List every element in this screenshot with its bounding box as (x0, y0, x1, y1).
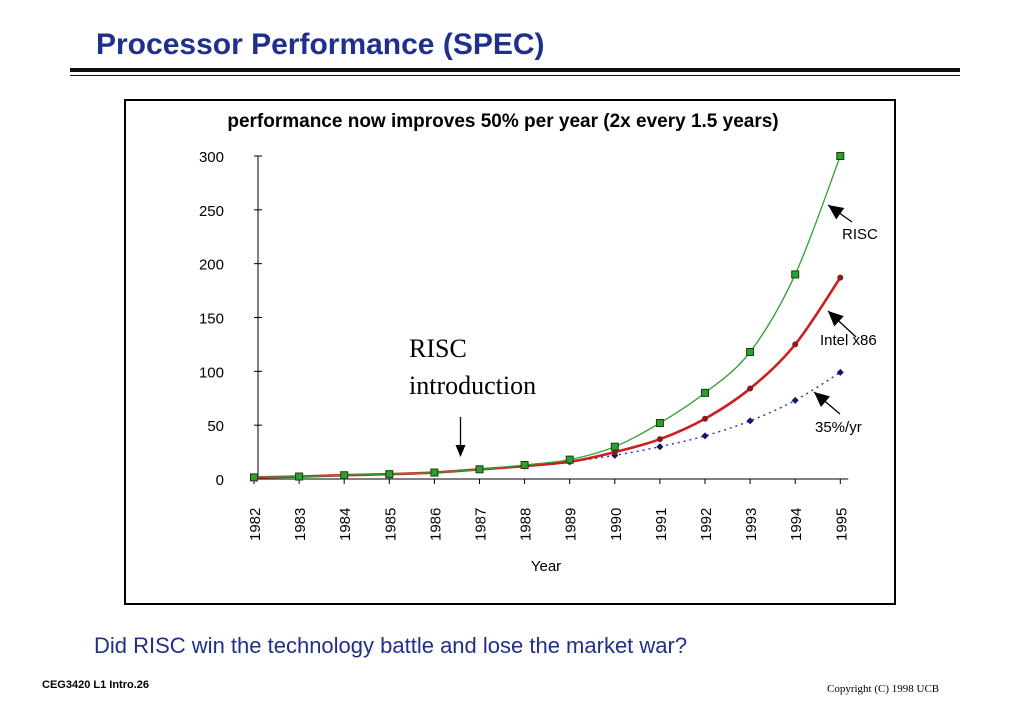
slide-question: Did RISC win the technology battle and l… (94, 633, 688, 658)
series-arrow-trend-head (814, 392, 830, 408)
x-tick-label: 1982 (247, 508, 264, 541)
data-point-risc (655, 419, 664, 428)
series-arrow-risc-head (828, 205, 845, 220)
y-tick-label: 100 (199, 364, 224, 381)
y-tick-label: 300 (199, 149, 224, 166)
x-tick-label: 1987 (473, 508, 490, 541)
data-point-trend (746, 417, 754, 425)
data-point-intel (747, 385, 754, 392)
series-line-intel (253, 276, 842, 479)
y-tick-label: 200 (199, 257, 224, 274)
footer-copyright: Copyright (C) 1998 UCB (827, 683, 940, 695)
data-point-risc (250, 473, 258, 482)
x-tick-label: 1985 (382, 508, 399, 541)
series-line-risc (253, 155, 841, 479)
x-tick-label: 1989 (563, 508, 580, 541)
x-tick-label: 1992 (698, 508, 715, 541)
slide-title: Processor Performance (SPEC) (96, 28, 545, 61)
chart-frame: performance now improves 50% per year (2… (124, 99, 896, 605)
y-tick-label: 250 (199, 203, 224, 220)
data-point-risc (791, 270, 800, 279)
x-tick-label: 1991 (653, 508, 670, 541)
x-tick-label: 1986 (427, 508, 444, 541)
data-point-risc (385, 470, 394, 479)
x-tick-label: 1983 (292, 508, 309, 541)
series-label-risc: RISC (842, 226, 878, 243)
data-point-risc (340, 471, 349, 480)
data-point-risc (565, 455, 574, 464)
data-point-intel (702, 415, 708, 422)
annotation-risc-intro-line: introduction (409, 371, 536, 400)
data-point-trend (791, 396, 799, 404)
chart-axes: 0 50 100 150 200 250 300 1982 1983 1984 1985 1986 19… (199, 149, 850, 575)
series-label-trend: 35%/yr (815, 419, 862, 436)
y-tick-label: 0 (216, 472, 224, 489)
data-point-intel (837, 274, 844, 281)
chart-title: performance now improves 50% per year (2… (227, 111, 778, 132)
x-axis-label: Year (531, 558, 561, 575)
footer-course-id: CEG3420 L1 Intro.26 (42, 679, 149, 691)
x-tick-label: 1990 (608, 508, 625, 541)
data-point-risc (475, 465, 484, 474)
x-tick-label: 1984 (337, 508, 354, 541)
data-point-trend (836, 368, 844, 376)
series-label-intel: Intel x86 (820, 332, 877, 349)
y-tick-label: 150 (199, 311, 224, 328)
chart-series (250, 152, 845, 482)
x-tick-label: 1988 (518, 508, 535, 541)
y-tick-label: 50 (207, 418, 224, 435)
title-underline-thin (70, 75, 960, 76)
series-arrow-intel-head (828, 311, 844, 327)
x-tick-label: 1993 (743, 508, 760, 541)
performance-chart: performance now improves 50% per year (2… (199, 111, 878, 575)
x-tick-label: 1994 (788, 508, 805, 541)
data-point-risc (430, 468, 439, 477)
data-point-intel (656, 436, 663, 443)
annotation-arrow-head (455, 445, 466, 457)
annotation-risc-intro-line: RISC (409, 334, 467, 363)
data-point-risc (836, 152, 845, 160)
title-underline-thick (70, 68, 960, 72)
data-point-risc (520, 461, 529, 470)
chart-series-labels: RISC Intel x86 35%/yr (813, 204, 878, 436)
chart-annotations: RISC introduction (409, 334, 536, 457)
data-point-intel (792, 341, 799, 348)
data-point-risc (295, 472, 304, 481)
data-point-risc (610, 442, 619, 451)
x-tick-label: 1995 (833, 508, 850, 541)
data-point-risc (701, 388, 709, 397)
data-point-trend (656, 443, 664, 451)
data-point-risc (746, 347, 755, 356)
data-point-trend (701, 432, 709, 440)
